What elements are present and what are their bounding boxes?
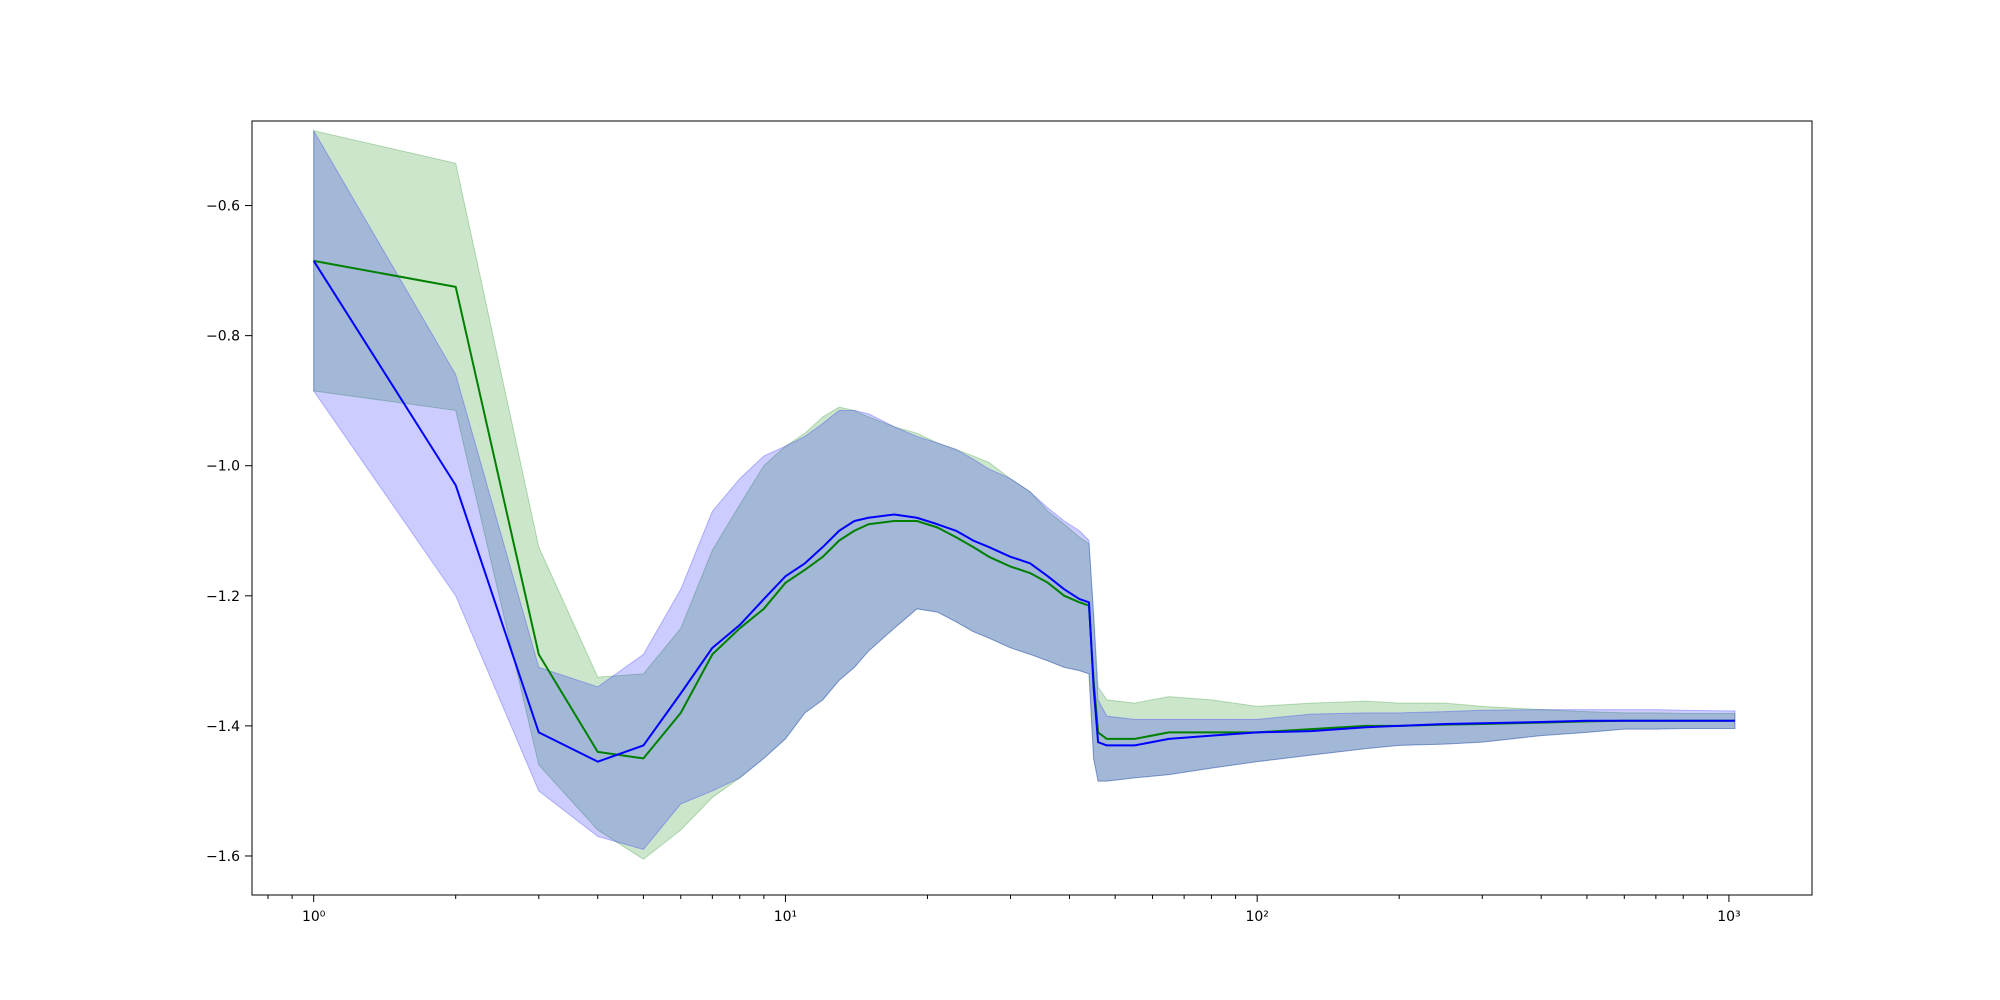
x-tick-label: 10⁰ (302, 909, 326, 925)
x-axis: 10⁰ 10¹ 10² 10³ (267, 895, 1741, 925)
x-tick-label: 10¹ (774, 909, 797, 925)
series-2-band (313, 128, 1736, 851)
x-tick-label: 10² (1245, 909, 1268, 925)
series-1-band (313, 130, 1736, 860)
series-lines (312, 259, 1735, 763)
y-tick-label: −0.8 (206, 329, 240, 345)
confidence-bands (313, 128, 1736, 860)
x-tick-label: 10³ (1717, 909, 1740, 925)
y-axis: −0.6 −0.8 −1.0 −1.2 −1.4 −1.6 (206, 199, 252, 865)
y-tick-label: −1.2 (206, 589, 240, 605)
axes-frame (251, 120, 1813, 896)
y-tick-label: −1.0 (206, 459, 240, 475)
y-tick-label: −0.6 (206, 199, 240, 215)
y-tick-label: −1.6 (206, 849, 240, 865)
y-tick-label: −1.4 (206, 719, 240, 735)
series-2-line (312, 260, 1735, 763)
